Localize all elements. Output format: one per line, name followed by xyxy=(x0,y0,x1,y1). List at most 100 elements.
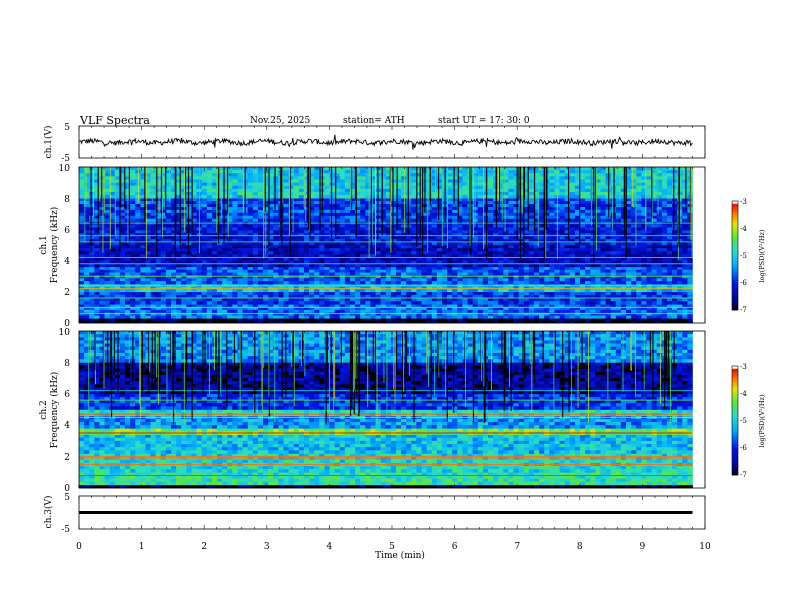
spectrogram-cell xyxy=(135,294,141,299)
spectrogram-cell xyxy=(641,260,647,265)
spectrogram-cell xyxy=(181,278,187,282)
spectrogram-cell xyxy=(493,304,499,308)
spectrogram-cell xyxy=(385,266,392,270)
spectrogram-cell xyxy=(263,266,269,270)
spectrogram-cell xyxy=(288,204,295,208)
spectrogram-cell xyxy=(186,281,192,285)
spectrogram-cell xyxy=(171,248,177,252)
spectrogram-cell xyxy=(104,289,110,293)
spectrogram-cell xyxy=(564,272,571,276)
spectrogram-cell xyxy=(314,204,320,208)
spectrogram-cell xyxy=(610,260,617,265)
spectrogram-cell xyxy=(237,320,243,324)
spectrogram-cell xyxy=(186,272,192,276)
spectrogram-cell xyxy=(314,251,320,255)
spectrogram-cell xyxy=(150,239,156,243)
spectrogram-cell xyxy=(263,312,269,316)
spectrogram-cell xyxy=(201,248,208,252)
spectrogram-cell xyxy=(247,318,254,321)
spectrogram-cell xyxy=(344,206,351,211)
spectrogram-cell xyxy=(528,254,535,258)
spectrogram-cell xyxy=(114,248,121,252)
spectrogram-cell xyxy=(493,278,499,282)
spectrogram-cell xyxy=(319,291,325,296)
spectrogram-cell xyxy=(641,309,647,314)
spectrogram-cell xyxy=(503,272,509,276)
spectrogram-cell xyxy=(431,304,438,308)
spectrogram-cell xyxy=(288,278,295,282)
spectrogram-cell xyxy=(631,269,637,273)
spectrogram-cell xyxy=(426,239,433,243)
spectrogram-cell xyxy=(641,304,647,308)
spectrogram-cell xyxy=(160,236,167,240)
spectrogram-cell xyxy=(672,315,678,319)
spectrogram-cell xyxy=(508,309,514,314)
spectrogram-cell xyxy=(457,269,463,273)
spectrogram-cell xyxy=(365,242,371,246)
spectrogram-cell xyxy=(145,204,151,208)
spectrogram-cell xyxy=(390,304,397,308)
spectrogram-cell xyxy=(431,320,438,324)
spectrogram-cell xyxy=(539,294,545,299)
spectrogram-cell xyxy=(222,266,228,270)
spectrogram-cell xyxy=(656,294,663,299)
spectrogram-cell xyxy=(273,263,279,268)
spectrogram-cell xyxy=(176,307,182,311)
spectrogram-cell xyxy=(252,304,259,308)
spectrogram-cell xyxy=(462,298,468,302)
spectrogram-cell xyxy=(186,266,192,270)
spectrogram-cell xyxy=(441,224,448,228)
spectrogram-cell xyxy=(252,315,259,319)
spectrogram-cell xyxy=(324,248,330,252)
spectrogram-cell xyxy=(160,304,167,308)
spectrogram-cell xyxy=(447,269,453,273)
spectrogram-cell xyxy=(211,286,218,290)
spectrogram-cell xyxy=(344,233,351,237)
spectrogram-cell xyxy=(544,224,550,228)
spectrogram-cell xyxy=(314,281,320,285)
spectrogram-cell xyxy=(585,301,591,305)
spectrogram-cell xyxy=(298,212,305,217)
spectrogram-cell xyxy=(390,263,397,268)
spectrogram-cell xyxy=(319,272,325,276)
spectrogram-cell xyxy=(416,286,422,290)
spectrogram-cell xyxy=(298,266,305,270)
spectrogram-cell xyxy=(636,201,642,205)
spectrogram-cell xyxy=(385,227,392,231)
spectrogram-cell xyxy=(441,230,448,234)
spectrogram-cell xyxy=(416,272,422,276)
spectrogram-cell xyxy=(569,263,576,268)
spectrogram-cell xyxy=(375,275,381,279)
spectrogram-cell xyxy=(257,275,264,279)
spectrogram-cell xyxy=(355,224,361,228)
spectrogram-cell xyxy=(324,260,330,265)
spectrogram-cell xyxy=(549,304,555,308)
spectrogram-cell xyxy=(431,230,438,234)
spectrogram-cell xyxy=(564,309,571,314)
spectrogram-cell xyxy=(677,315,683,319)
spectrogram-cell xyxy=(268,224,274,228)
spectrogram-cell xyxy=(268,275,274,279)
spectrogram-cell xyxy=(247,289,254,293)
spectrogram-cell xyxy=(247,309,254,314)
spectrogram-cell xyxy=(360,291,366,296)
spectrogram-cell xyxy=(242,269,248,273)
spectrogram-cell xyxy=(518,209,525,214)
spectrogram-cell xyxy=(324,281,330,285)
spectrogram-cell xyxy=(94,245,100,249)
spectrogram-cell xyxy=(130,272,136,276)
spectrogram-cell xyxy=(600,309,606,314)
spectrogram-cell xyxy=(227,301,233,305)
spectrogram-cell xyxy=(222,289,228,293)
spectrogram-cell xyxy=(268,236,274,240)
spectrogram-cell xyxy=(641,266,647,270)
spectrogram-cell xyxy=(631,301,637,305)
spectrogram-cell xyxy=(349,230,356,234)
spectrogram-cell xyxy=(534,266,540,270)
spectrogram-cell xyxy=(125,263,131,268)
spectrogram-cell xyxy=(125,289,131,293)
spectrogram-cell xyxy=(181,286,187,290)
spectrogram-cell xyxy=(580,304,586,308)
spectrogram-cell xyxy=(99,201,105,205)
spectrogram-cell xyxy=(416,257,422,261)
